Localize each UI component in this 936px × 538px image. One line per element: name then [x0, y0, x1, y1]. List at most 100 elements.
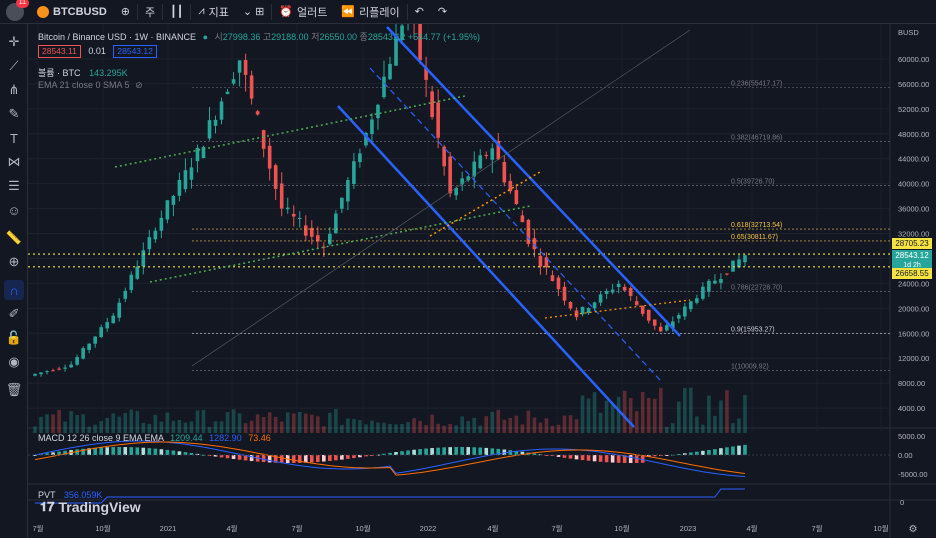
- undo-button[interactable]: ↶: [408, 0, 431, 24]
- macd-hist-bar: [57, 451, 61, 455]
- volume-bar: [442, 425, 446, 433]
- volume-bar: [490, 411, 495, 433]
- volume-bar: [466, 421, 471, 433]
- pitchfork-icon[interactable]: ⋔: [8, 82, 20, 97]
- eye-off-icon[interactable]: ⊘: [135, 80, 143, 90]
- macd-hist-bar: [159, 449, 164, 455]
- candle-body: [322, 246, 326, 248]
- text-icon[interactable]: T: [10, 130, 18, 146]
- alert-button[interactable]: ⏰ 얼러트: [272, 0, 334, 24]
- macd-hist-bar: [334, 455, 338, 461]
- replay-button[interactable]: ⏪ 리플레이: [334, 0, 406, 24]
- macd-hist-bar: [448, 447, 452, 455]
- volume-bar: [400, 423, 404, 433]
- macd-hist-bar: [340, 455, 344, 460]
- user-avatar[interactable]: 11: [6, 0, 29, 21]
- magnet-icon[interactable]: ∩: [4, 280, 24, 300]
- candle-body: [677, 315, 681, 319]
- volume-bar: [538, 422, 543, 433]
- fib-icon[interactable]: ☰: [8, 178, 20, 193]
- eye-icon[interactable]: ◉: [8, 354, 20, 369]
- volume-bar: [454, 425, 458, 433]
- macd-line: [34, 440, 746, 477]
- y-tick-label: 40000.00: [898, 180, 929, 189]
- chart-type-button[interactable]: ┃┃: [163, 0, 190, 24]
- zoom-icon[interactable]: ⊕: [8, 254, 20, 269]
- symbol-search[interactable]: BTCBUSD: [30, 0, 114, 24]
- redo-button[interactable]: ↷: [431, 0, 454, 24]
- macd-label: MACD 12 26 close 9 EMA EMA: [38, 433, 164, 443]
- fib-level-label: 0.786(22728.70): [731, 284, 782, 291]
- divider: [137, 3, 138, 20]
- volume-bar: [701, 424, 705, 433]
- macd-hist-bar: [358, 455, 362, 458]
- y-tick-label: 12000.00: [898, 354, 929, 363]
- volume-bar: [273, 416, 278, 433]
- low-value: 26550.00: [319, 32, 358, 42]
- macd-legend: MACD 12 26 close 9 EMA EMA 1209.44 1282.…: [38, 433, 271, 443]
- volume-bar: [424, 425, 428, 433]
- candle-body: [430, 91, 434, 118]
- trendline-icon[interactable]: ⟋: [9, 58, 19, 73]
- smile-icon[interactable]: ☺: [7, 202, 21, 218]
- candle-body: [285, 207, 290, 210]
- candle-body: [141, 250, 146, 267]
- price-chart[interactable]: 60000.00 56000.00 52000.00 48000.00 44000.00…: [28, 24, 936, 538]
- candle-body: [81, 348, 85, 359]
- macd-hist-bar: [550, 455, 555, 457]
- pattern-icon[interactable]: ⋈: [7, 154, 21, 169]
- trash-icon[interactable]: 🗑: [5, 382, 23, 397]
- volume-bar: [279, 421, 284, 433]
- compare-button[interactable]: ⊕: [114, 0, 137, 24]
- macd-hist-bar: [165, 449, 170, 455]
- lock-drawing-icon[interactable]: ✐: [8, 306, 20, 321]
- candle-body: [562, 286, 567, 301]
- macd-hist-bar: [604, 455, 609, 463]
- buy-price[interactable]: 28543.12: [113, 45, 157, 58]
- open-label: 시: [214, 32, 223, 42]
- macd-hist-bar: [261, 455, 266, 463]
- candle-body: [640, 305, 645, 314]
- price-tag-upper: 28705.23: [892, 238, 932, 249]
- macd-hist-bar: [141, 447, 146, 455]
- candle-body: [592, 302, 597, 309]
- x-tick-label: 10월: [355, 523, 370, 533]
- macd-hist-bar: [346, 455, 350, 459]
- candle-body: [707, 280, 711, 292]
- volume-bar: [586, 398, 591, 433]
- macd-hist-bar: [664, 455, 669, 456]
- macd-hist-value: 1209.44: [170, 433, 203, 443]
- macd-hist-bar: [430, 448, 434, 455]
- candle-body: [177, 179, 182, 196]
- layout-button[interactable]: ⌄ ⊞: [236, 0, 272, 24]
- candle-body: [340, 197, 344, 209]
- volume-bar: [183, 422, 188, 433]
- candle-body: [743, 255, 747, 263]
- macd-hist-bar: [297, 455, 302, 463]
- volume-bar: [99, 421, 103, 433]
- macd-tick-label: 5000.00: [898, 432, 925, 441]
- ruler-icon[interactable]: 📏: [5, 230, 23, 245]
- volume-bar: [189, 421, 194, 433]
- candle-body: [189, 167, 194, 180]
- tradingview-logo: 𝟏𝟕 TradingView: [40, 499, 141, 515]
- candle-body: [225, 91, 230, 95]
- volume-bar: [171, 420, 176, 433]
- lock-icon[interactable]: 🔓: [5, 330, 23, 345]
- volume-bar: [45, 414, 49, 433]
- currency-label: BUSD: [898, 28, 919, 37]
- candle-body: [273, 165, 278, 189]
- macd-hist-bar: [406, 450, 410, 455]
- brush-icon[interactable]: ✎: [8, 106, 20, 121]
- volume-bar: [418, 420, 422, 433]
- candle-body: [135, 266, 140, 279]
- indicators-button[interactable]: ⩘ 지표: [191, 0, 235, 24]
- status-dot: ●: [202, 32, 208, 42]
- macd-hist-bar: [273, 455, 278, 463]
- crosshair-icon[interactable]: ✛: [8, 34, 20, 49]
- sell-price[interactable]: 28543.11: [38, 45, 81, 58]
- interval-button[interactable]: 주: [145, 6, 156, 19]
- candle-body: [478, 155, 483, 169]
- candle-body: [670, 321, 675, 329]
- candle-body: [725, 273, 729, 275]
